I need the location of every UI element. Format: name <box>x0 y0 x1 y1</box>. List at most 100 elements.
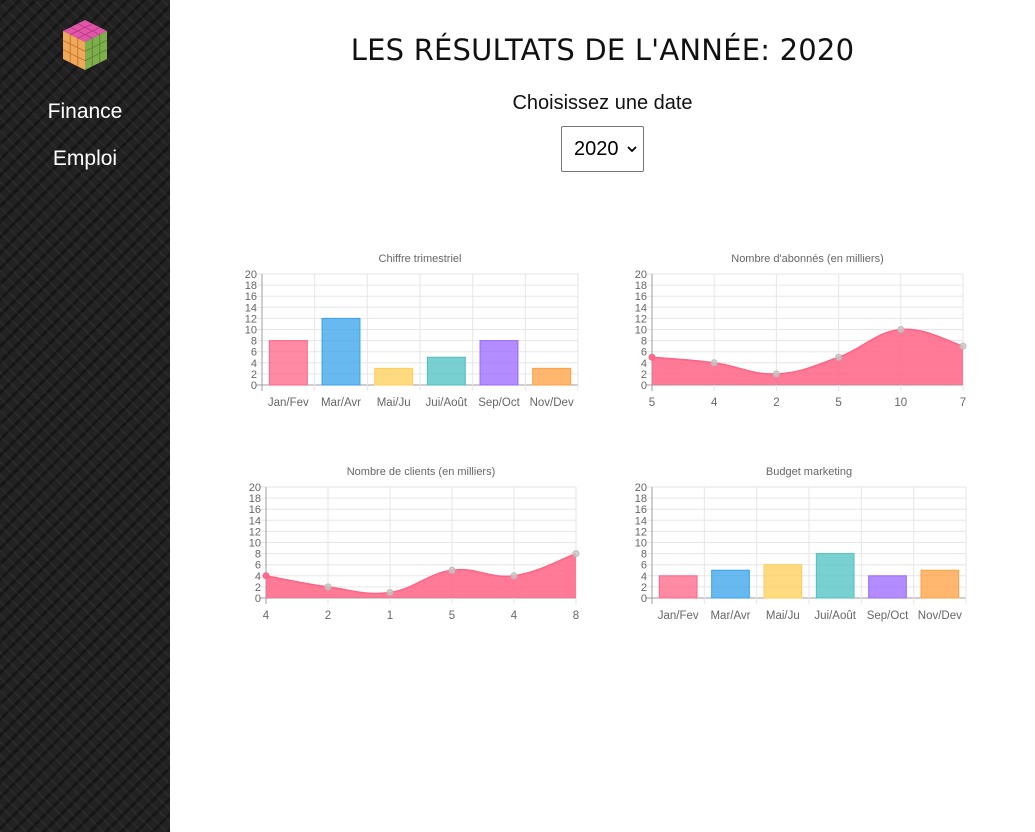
y-tick-label: 6 <box>251 347 257 359</box>
y-tick-label: 14 <box>635 302 647 314</box>
x-tick-label: 1 <box>387 610 393 622</box>
x-tick-label: 5 <box>835 397 841 409</box>
y-tick-label: 6 <box>641 347 647 359</box>
y-tick-label: 18 <box>635 493 647 505</box>
x-tick-label: 8 <box>573 610 579 622</box>
sidebar-item-finance[interactable]: Finance <box>47 100 123 123</box>
y-tick-label: 14 <box>249 515 261 527</box>
data-point <box>324 583 332 591</box>
y-tick-label: 0 <box>255 593 261 605</box>
y-tick-label: 16 <box>249 504 261 516</box>
cube-logo-icon[interactable] <box>60 18 110 72</box>
y-tick-label: 16 <box>635 504 647 516</box>
bar <box>374 367 414 386</box>
x-tick-label: Mar/Avr <box>321 397 361 409</box>
x-tick-label: Mai/Ju <box>377 397 411 409</box>
area-fill <box>266 553 576 598</box>
x-tick-label: Mar/Avr <box>710 610 750 622</box>
y-tick-label: 14 <box>635 515 647 527</box>
y-tick-label: 2 <box>251 369 257 381</box>
y-tick-label: 8 <box>255 549 261 561</box>
y-tick-label: 8 <box>641 549 647 561</box>
bar <box>268 340 308 386</box>
x-tick-label: 5 <box>449 610 455 622</box>
y-tick-label: 0 <box>251 380 257 392</box>
data-point <box>710 359 718 367</box>
data-point <box>386 588 394 596</box>
data-point <box>448 566 456 574</box>
x-tick-label: 5 <box>649 397 655 409</box>
year-select[interactable]: 2020 <box>561 126 644 172</box>
y-tick-label: 20 <box>249 482 261 494</box>
chevron-down-icon <box>627 146 637 153</box>
x-tick-label: Jui/Août <box>426 397 468 409</box>
x-tick-label: 4 <box>263 610 270 622</box>
y-tick-label: 8 <box>641 336 647 348</box>
y-tick-label: 16 <box>245 291 257 303</box>
data-point <box>572 550 580 558</box>
data-point <box>262 572 270 580</box>
y-tick-label: 4 <box>641 358 647 370</box>
bar <box>711 569 750 599</box>
bar <box>763 564 803 599</box>
y-tick-label: 18 <box>249 493 261 505</box>
x-tick-label: Jan/Fev <box>268 397 309 409</box>
y-tick-label: 20 <box>245 269 257 281</box>
page-title: LES RÉSULTATS DE L'ANNÉE: 2020 <box>350 33 855 67</box>
data-point <box>835 353 843 361</box>
y-tick-label: 12 <box>635 526 647 538</box>
y-tick-label: 10 <box>245 325 257 337</box>
x-tick-label: 4 <box>711 397 718 409</box>
x-tick-label: Nov/Dev <box>918 610 962 622</box>
chart-title: Chiffre trimestriel <box>379 253 462 265</box>
data-point <box>959 342 967 350</box>
y-tick-label: 8 <box>251 336 257 348</box>
x-tick-label: Sep/Oct <box>867 610 909 622</box>
area-fill <box>652 329 963 385</box>
sidebar-item-emploi[interactable]: Emploi <box>52 147 118 170</box>
x-tick-label: 2 <box>325 610 331 622</box>
date-label: Choisissez une date <box>512 92 693 114</box>
data-point <box>510 572 518 580</box>
bar <box>920 569 960 599</box>
data-point <box>772 370 780 378</box>
y-tick-label: 4 <box>255 571 261 583</box>
bar <box>321 317 361 386</box>
y-tick-label: 12 <box>249 526 261 538</box>
y-tick-label: 18 <box>635 280 647 292</box>
bar <box>426 356 466 386</box>
y-tick-label: 2 <box>641 582 647 594</box>
x-tick-label: Sep/Oct <box>478 397 520 409</box>
x-tick-label: 10 <box>894 397 907 409</box>
bar <box>658 575 698 599</box>
y-tick-label: 14 <box>245 302 257 314</box>
chart-title: Nombre de clients (en milliers) <box>347 466 496 478</box>
y-tick-label: 6 <box>255 560 261 572</box>
bar <box>868 575 907 599</box>
chart-title: Nombre d'abonnés (en milliers) <box>731 253 884 265</box>
x-tick-label: Mai/Ju <box>766 610 800 622</box>
x-tick-label: Nov/Dev <box>530 397 574 409</box>
y-tick-label: 10 <box>249 538 261 550</box>
y-tick-label: 20 <box>635 482 647 494</box>
y-tick-label: 4 <box>641 571 647 583</box>
data-point <box>897 326 905 333</box>
x-tick-label: Jan/Fev <box>658 610 699 622</box>
bar <box>532 367 572 386</box>
bar <box>479 340 519 386</box>
x-tick-label: 4 <box>511 610 518 622</box>
y-tick-label: 20 <box>635 269 647 281</box>
y-tick-label: 0 <box>641 380 647 392</box>
y-tick-label: 16 <box>635 291 647 303</box>
chart-title: Budget marketing <box>766 466 852 478</box>
y-tick-label: 18 <box>245 280 257 292</box>
x-tick-label: Jui/Août <box>814 610 856 622</box>
y-tick-label: 12 <box>245 313 257 325</box>
main-content: LES RÉSULTATS DE L'ANNÉE: 2020 Choisisse… <box>170 0 1035 832</box>
y-tick-label: 2 <box>255 582 261 594</box>
sidebar: Finance Emploi <box>0 0 170 832</box>
y-tick-label: 4 <box>251 358 257 370</box>
y-tick-label: 12 <box>635 313 647 325</box>
